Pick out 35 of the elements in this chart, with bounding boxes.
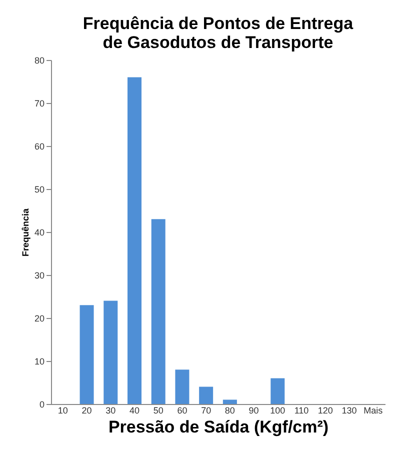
bar [128,77,142,404]
bar [222,400,237,404]
y-tick-label: 80 [34,56,44,66]
x-tick-label: 40 [129,406,140,416]
y-tick-label: 40 [34,228,44,238]
x-tick-label: 130 [342,406,357,416]
bar [80,305,94,404]
text: de Gasodutos de Transporte [102,33,334,52]
y-axis-title: Frequência [20,208,30,257]
bar [199,386,214,404]
y-tick-label: 70 [34,98,44,108]
x-tick-label: 70 [201,406,212,416]
x-tick-label: 50 [153,406,164,416]
bar [175,370,190,404]
bar [270,378,285,404]
x-tick-label: 90 [248,406,259,416]
text: Frequência de Pontos de Entrega [82,14,354,33]
x-tick-label: 20 [82,406,92,416]
y-tick-label: 10 [34,356,44,366]
x-tick-label: Mais [364,406,384,416]
bar [104,300,118,404]
y-tick-label: 20 [34,314,44,324]
x-tick-label: 80 [224,406,235,416]
x-tick-label: 110 [294,406,309,416]
y-tick-label: 50 [34,184,44,194]
x-tick-label: 30 [106,406,116,416]
y-tick-label: 60 [34,142,44,152]
y-tick-label: 0 [39,400,44,410]
x-axis-title: Pressão de Saída (Kgf/cm²) [108,418,329,436]
x-tick-label: 10 [58,406,68,416]
y-tick-label: 30 [34,270,44,280]
bar [151,219,166,404]
x-tick-label: 60 [177,406,188,416]
x-tick-label: 120 [318,406,333,416]
x-tick-label: 100 [270,406,286,416]
